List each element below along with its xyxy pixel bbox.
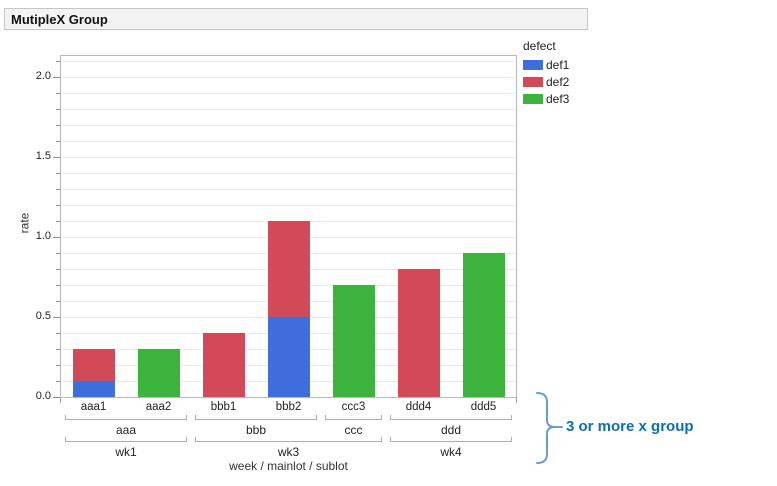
group-bracket-mainlot-bbb <box>195 415 317 420</box>
group-label-mainlot-ccc[interactable]: ccc <box>344 423 363 437</box>
bar-segment-def1-bbb2[interactable] <box>267 316 310 397</box>
bar-segment-def3-ccc3[interactable] <box>332 284 375 397</box>
y-tick <box>56 60 60 62</box>
legend-swatch-def1 <box>523 60 543 70</box>
y-tick <box>53 156 60 158</box>
gridline <box>61 108 516 110</box>
y-tick <box>56 380 60 382</box>
legend-item-def2[interactable]: def2 <box>523 75 570 89</box>
annotation-brace <box>536 392 563 464</box>
gridline <box>61 140 516 142</box>
y-tick-label: 0.0 <box>35 390 51 402</box>
x-axis-title: week / mainlot / sublot <box>229 459 348 473</box>
gridline <box>61 60 516 62</box>
category-label-ccc3[interactable]: ccc3 <box>341 401 366 413</box>
category-label-ddd4[interactable]: ddd4 <box>405 401 432 413</box>
gridline <box>61 156 516 158</box>
group-label-week-wk1[interactable]: wk1 <box>115 445 137 459</box>
group-bracket-week-wk4 <box>390 437 512 442</box>
y-tick <box>53 236 60 238</box>
gridline <box>61 188 516 190</box>
gridline <box>61 124 516 126</box>
group-label-week-wk4[interactable]: wk4 <box>440 445 462 459</box>
y-tick <box>56 348 60 350</box>
legend-items: def1 def2 def3 <box>523 58 570 106</box>
y-tick-label: 2.0 <box>35 69 51 82</box>
category-label-aaa1[interactable]: aaa1 <box>80 401 107 413</box>
y-tick <box>56 172 60 174</box>
gridline <box>61 204 516 206</box>
group-label-mainlot-bbb[interactable]: bbb <box>245 423 267 437</box>
legend-swatch-def3 <box>523 94 543 104</box>
report-title: MutipleX Group <box>11 11 108 27</box>
bar-segment-def2-ddd4[interactable] <box>397 268 440 397</box>
y-tick <box>56 284 60 286</box>
y-tick-label: 1.0 <box>35 229 51 242</box>
report-title-bar[interactable]: MutipleX Group <box>4 8 588 30</box>
y-tick <box>56 220 60 222</box>
y-tick <box>56 300 60 302</box>
x-axis-edge-tick <box>516 398 517 403</box>
group-label-mainlot-aaa[interactable]: aaa <box>115 423 137 437</box>
legend-item-label: def2 <box>546 75 570 89</box>
gridline <box>61 76 516 78</box>
legend-item-label: def3 <box>546 92 570 106</box>
annotation-label: 3 or more x group <box>566 418 694 435</box>
category-label-aaa2[interactable]: aaa2 <box>145 401 172 413</box>
y-tick <box>53 76 60 78</box>
gridline <box>61 92 516 94</box>
legend-item-label: def1 <box>546 58 570 72</box>
category-label-bbb1[interactable]: bbb1 <box>210 401 237 413</box>
y-tick <box>56 204 60 206</box>
y-tick <box>56 364 60 366</box>
x-axis-edge-tick <box>60 398 61 403</box>
legend-swatch-def2 <box>523 77 543 87</box>
y-tick <box>53 316 60 318</box>
legend-title: defect <box>523 39 556 53</box>
y-tick <box>56 268 60 270</box>
group-bracket-week-wk3 <box>195 437 382 442</box>
plot-area <box>60 55 517 398</box>
legend-item-def1[interactable]: def1 <box>523 58 570 72</box>
category-label-ddd5[interactable]: ddd5 <box>470 401 497 413</box>
y-tick <box>56 92 60 94</box>
bar-segment-def1-aaa1[interactable] <box>72 381 115 397</box>
group-label-week-wk3[interactable]: wk3 <box>277 445 300 459</box>
group-label-mainlot-ddd[interactable]: ddd <box>440 423 462 437</box>
group-bracket-mainlot-ddd <box>390 415 512 420</box>
y-tick-label: 1.5 <box>35 149 51 162</box>
group-bracket-mainlot-ccc <box>325 415 382 420</box>
y-tick <box>56 140 60 142</box>
gridline <box>61 172 516 174</box>
category-label-bbb2[interactable]: bbb2 <box>275 401 302 413</box>
y-tick <box>56 188 60 190</box>
y-tick <box>56 108 60 110</box>
y-tick <box>56 124 60 126</box>
y-tick <box>56 252 60 254</box>
bar-segment-def2-bbb1[interactable] <box>202 332 245 397</box>
y-tick <box>53 397 60 398</box>
bar-segment-def2-bbb2[interactable] <box>267 220 310 317</box>
group-bracket-week-wk1 <box>65 437 187 442</box>
legend: defect def1 def2 def3 <box>523 39 569 111</box>
legend-item-def3[interactable]: def3 <box>523 92 570 106</box>
bar-segment-def2-aaa1[interactable] <box>72 348 115 381</box>
bar-segment-def3-ddd5[interactable] <box>462 252 505 397</box>
y-tick-label: 0.5 <box>35 309 51 322</box>
bar-segment-def3-aaa2[interactable] <box>137 348 180 397</box>
y-tick <box>56 332 60 334</box>
group-bracket-mainlot-aaa <box>65 415 187 420</box>
